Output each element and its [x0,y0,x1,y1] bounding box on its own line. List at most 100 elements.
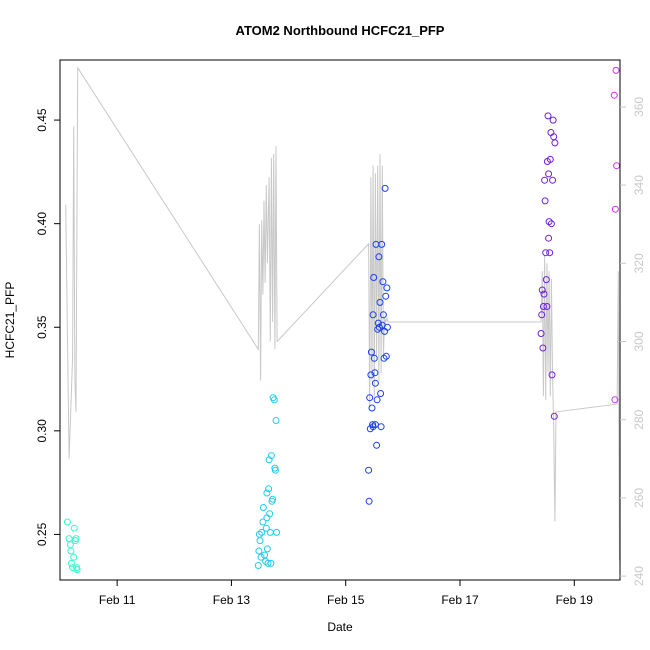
data-point [374,319,382,327]
right-y-tick-label: 360 [632,97,646,117]
x-tick-label: Feb 13 [213,593,251,607]
data-point [371,379,379,387]
data-point [541,176,549,184]
data-point [370,274,378,281]
data-point [377,390,385,397]
data-point [610,91,618,99]
x-axis: Feb 11 Feb 13 Feb 15 Feb 17 Feb 19 [99,580,593,607]
plot-frame [59,59,621,581]
data-point [383,323,391,331]
right-y-tick-label: 320 [632,253,646,273]
data-point [269,495,277,503]
data-point [67,559,75,567]
data-point [539,303,547,310]
data-point [547,220,555,228]
data-point [70,553,78,561]
right-y-tick-label: 240 [632,566,646,586]
data-point [67,547,75,555]
left-y-axis: 0.25 0.30 0.35 0.40 0.45 [35,108,60,546]
data-point [272,417,280,424]
y-axis-label: HCFC21_PFP [3,282,17,359]
data-point [369,423,377,431]
data-point [371,421,379,429]
left-y-tick-label: 0.35 [35,315,49,339]
data-point [542,276,550,284]
data-point [551,139,559,147]
data-point [368,404,376,412]
left-y-tick-label: 0.40 [35,212,49,236]
data-point [258,528,266,536]
data-point [549,176,557,184]
data-point [548,371,556,379]
data-point [545,234,553,242]
series-line [65,66,620,561]
data-point [265,485,273,493]
data-point [380,354,388,362]
data-point [373,396,381,404]
data-point [611,205,619,213]
data-point [365,497,373,505]
data-point [263,489,271,497]
data-point [367,348,375,356]
right-y-tick-label: 260 [632,488,646,508]
data-point [382,352,390,360]
data-point [262,524,270,532]
data-point [371,369,379,377]
data-point [545,170,553,178]
left-y-tick-label: 0.30 [35,419,49,443]
data-point [543,303,551,310]
data-point [550,412,558,420]
data-point [369,311,377,319]
data-point [257,553,265,561]
data-point [540,290,548,298]
data-point [72,535,80,543]
x-tick-label: Feb 11 [99,593,136,607]
data-point [382,292,390,300]
data-point [544,112,552,120]
left-y-tick-label: 0.25 [35,522,49,546]
data-point [365,466,373,474]
data-point [542,249,550,257]
right-axis-series-line [65,66,620,561]
data-point [370,354,378,362]
data-point [379,311,387,319]
data-point [265,456,273,464]
data-point [63,518,71,526]
chart-title: ATOM2 Northbound HCFC21_PFP [236,23,445,38]
data-point [545,218,553,226]
x-axis-label: Date [327,620,353,634]
data-point [541,197,549,205]
data-point [546,155,554,163]
data-point [538,286,546,294]
data-point [266,510,274,518]
data-point [612,66,620,74]
data-point [259,504,267,511]
data-point [537,330,545,337]
data-point [256,537,264,545]
data-point [611,396,619,404]
data-point [381,184,389,192]
data-point [376,298,384,306]
data-point [255,547,263,555]
data-point [271,466,279,474]
x-tick-label: Feb 15 [327,593,365,607]
data-point [263,545,271,553]
data-point [70,524,78,532]
right-y-axis: 240 260 280 300 320 340 360 [620,97,646,586]
data-point [267,452,275,460]
data-point [264,559,272,567]
data-point [270,396,278,404]
data-point [375,253,383,261]
data-point [549,116,557,124]
data-point [366,394,374,402]
data-point [73,566,81,574]
data-point [546,249,554,257]
data-point [378,240,386,248]
data-point [267,559,275,567]
right-y-tick-label: 340 [632,175,646,195]
data-point [539,344,547,352]
data-point [259,518,267,526]
data-point [383,284,391,292]
data-point [273,528,281,536]
